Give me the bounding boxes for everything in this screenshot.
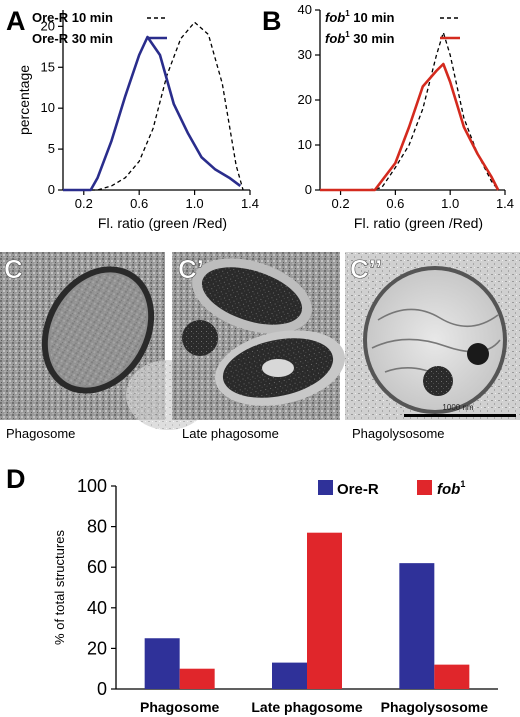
bar-orer-1 [272, 662, 307, 689]
panel-b: B 0 10 20 30 40 0.2 0.6 1.0 1.4 Fl. ratio (green … [262, 2, 514, 231]
series-line-1 [63, 35, 242, 192]
legend-d-ore: Ore-R [337, 481, 379, 498]
y-tick-label: 0 [48, 182, 55, 197]
em-lyso-granule-1 [423, 366, 453, 396]
panel-a-letter: A [6, 6, 26, 36]
y-tick-label: 60 [87, 557, 107, 577]
x-axis-title: Fl. ratio (green /Red) [354, 215, 483, 231]
em-phagosome-texture [49, 274, 147, 386]
em-lyso-granule-2 [467, 343, 489, 365]
x-tick-label: 1.0 [441, 196, 459, 211]
y-tick-label: 40 [87, 598, 107, 618]
chart-b: 0 10 20 30 40 0.2 0.6 1.0 1.4 Fl. ratio (green /R… [298, 2, 515, 231]
em-letter-c1: C’ [178, 254, 204, 284]
y-tick-label: 0 [97, 679, 107, 699]
y-tick-label: 5 [48, 141, 55, 156]
chart-a: 0 5 10 15 20 0.2 0.6 1.0 1.4 Fl. ratio (green /Re… [16, 10, 259, 231]
x-category-label: Phagosome [140, 699, 220, 715]
x-tick-label: 0.6 [386, 196, 404, 211]
legend-d-swatch-ore [318, 480, 333, 495]
em-letter-c: C [4, 254, 23, 284]
x-category-label: Phagolysosome [381, 699, 489, 715]
y-tick-label: 100 [77, 476, 107, 496]
x-axis-title: Fl. ratio (green /Red) [98, 215, 227, 231]
em-caption-late-phagosome: Late phagosome [182, 426, 279, 441]
legend-d-swatch-fob [417, 480, 432, 495]
panel-d: D 0 20 40 60 80 100 % of total structures Phago… [6, 464, 498, 715]
y-tick-label: 30 [298, 47, 312, 62]
y-tick-label: 40 [298, 2, 312, 17]
em-late-core [262, 359, 294, 377]
legend-b-item-1: fob1 10 min [325, 9, 395, 25]
x-tick-label: 1.4 [241, 196, 259, 211]
y-tick-label: 10 [41, 100, 55, 115]
em-lyso-body [367, 270, 503, 410]
bar-fob-0 [179, 668, 215, 689]
em-late-granule [182, 320, 218, 356]
panel-b-letter: B [262, 6, 282, 36]
em-caption-phagosome: Phagosome [6, 426, 75, 441]
y-axis-title: percentage [16, 65, 32, 135]
y-tick-label: 20 [87, 638, 107, 658]
x-tick-label: 0.2 [332, 196, 350, 211]
bar-orer-0 [144, 638, 180, 689]
panel-d-letter: D [6, 464, 26, 494]
y-tick-label: 80 [87, 517, 107, 537]
x-tick-label: 1.4 [496, 196, 514, 211]
em-late-body-1 [201, 267, 303, 325]
bar-orer-2 [399, 563, 435, 689]
panel-a: A 0 5 10 15 20 0.2 0.6 1.0 1.4 Fl. ratio (green /… [6, 6, 259, 231]
em-panel-c2: 1000 nm C’’ Phagolysosome [345, 252, 520, 441]
em-scale-text: 1000 nm [442, 403, 473, 412]
x-category-label: Late phagosome [251, 699, 362, 715]
x-tick-label: 1.0 [186, 196, 204, 211]
bar-fob-1 [307, 532, 342, 689]
legend-d-fob: fob1 [437, 479, 465, 498]
y-tick-label: 0 [305, 182, 312, 197]
bar-fob-2 [434, 664, 470, 689]
y-axis-title: % of total structures [52, 530, 67, 645]
em-scale-bar [404, 414, 516, 417]
x-tick-label: 0.2 [75, 196, 93, 211]
legend-a-item-2: Ore-R 30 min [32, 31, 113, 46]
series-line-0 [63, 21, 244, 191]
em-caption-phagolysosome: Phagolysosome [352, 426, 445, 441]
y-tick-label: 20 [41, 18, 55, 33]
series-line-0 [320, 31, 499, 191]
legend-b: fob1 10 min fob1 30 min [325, 9, 460, 46]
chart-d: 0 20 40 60 80 100 % of total structures Phagoso… [52, 476, 498, 715]
em-letter-c2: C’’ [350, 254, 382, 284]
legend-a: Ore-R 10 min Ore-R 30 min [32, 10, 167, 46]
em-panel-c1: C’ Late phagosome [172, 252, 345, 441]
y-tick-label: 15 [41, 59, 55, 74]
legend-a-item-1: Ore-R 10 min [32, 10, 113, 25]
y-tick-label: 20 [298, 92, 312, 107]
series-line-1 [320, 62, 500, 192]
y-tick-label: 10 [298, 137, 312, 152]
x-tick-label: 0.6 [130, 196, 148, 211]
legend-b-item-2: fob1 30 min [325, 30, 395, 46]
legend-d: Ore-R fob1 [318, 479, 465, 498]
